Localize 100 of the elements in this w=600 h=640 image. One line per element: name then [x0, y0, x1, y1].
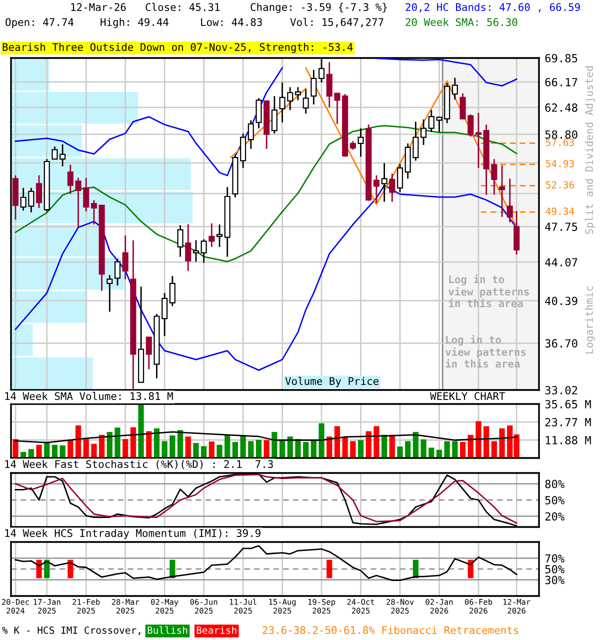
bar: [334, 426, 340, 458]
y-tick-label: 44.07: [545, 258, 578, 266]
y-tick-label: 50%: [545, 496, 564, 504]
bar: [75, 425, 82, 458]
bar: [130, 427, 136, 458]
bar: [12, 439, 18, 458]
text: Bearish: [196, 626, 236, 634]
candlestick: [381, 162, 388, 202]
bar: [146, 431, 152, 458]
legend-title: % K - HCS IMI Crossover,: [2, 626, 140, 636]
bar: [428, 448, 434, 458]
candlestick: [208, 222, 215, 248]
y-tick-label: 40.39: [545, 296, 578, 306]
candlestick: [271, 95, 278, 134]
candlestick: [192, 240, 199, 262]
ref-line-label: 57.63: [546, 138, 574, 146]
candlestick: [185, 224, 192, 272]
candlestick: [216, 224, 223, 248]
candlestick: [169, 275, 176, 307]
candlestick: [389, 172, 396, 202]
candlestick: [90, 199, 97, 226]
bar: [350, 441, 356, 458]
band-label: Log in to view patterns in this area: [448, 274, 529, 308]
candlestick: [177, 224, 184, 258]
y-tick-label: 23.77 M: [545, 418, 591, 426]
bar: [185, 436, 191, 458]
y-tick-label: 66.17: [545, 78, 578, 86]
bar: [216, 444, 222, 458]
bar: [193, 443, 199, 458]
y-tick-label: 30%: [545, 576, 564, 584]
bar: [452, 441, 458, 458]
bar: [208, 441, 214, 458]
y-axis-title: Split and Dividend Adjusted: [584, 66, 596, 234]
candlestick: [452, 77, 458, 100]
candlestick: [396, 163, 404, 193]
bar: [318, 423, 324, 458]
bar: [36, 444, 42, 458]
candlestick: [146, 336, 152, 370]
y-tick-label: 80%: [545, 480, 564, 488]
bar: [224, 435, 230, 458]
chart-title: 14 Week HCS Intraday Momentum (IMI): 39.9: [5, 528, 260, 540]
text: Open: 47.74: [6, 18, 74, 28]
bar: [476, 421, 482, 458]
y-tick-label: 50%: [545, 565, 564, 574]
bar: [201, 446, 207, 458]
candlestick: [52, 146, 58, 160]
text: Logarithmic: [584, 286, 596, 354]
bar: [374, 426, 380, 458]
text: 20,2 HC Bands: 47.60 , 66.59: [406, 2, 580, 12]
candlestick: [122, 234, 128, 280]
y-tick-label: 35.65 M: [545, 400, 591, 408]
y-tick-label: 36.70: [545, 339, 578, 348]
bar: [83, 439, 89, 458]
bar: [91, 444, 97, 458]
candlestick: [248, 120, 254, 150]
bar: [170, 435, 176, 458]
chart-title: Bearish Three Outside Down on 07-Nov-25, Strength: -53.4: [2, 42, 353, 54]
bar: [232, 442, 238, 458]
ref-line-label: 49.34: [546, 208, 574, 215]
bar: [460, 442, 466, 458]
y-tick-label: 62.48: [545, 103, 578, 112]
candlestick: [60, 144, 66, 168]
annotation: Log in to view patterns in this area: [445, 334, 526, 368]
y-tick-label: 47.75: [545, 222, 578, 231]
candlestick: [36, 174, 42, 209]
bar: [405, 441, 411, 458]
candlestick: [506, 178, 513, 224]
ref-line-label: 52.36: [546, 181, 574, 189]
bar: [499, 428, 505, 458]
bar: [342, 438, 348, 458]
bar: [484, 426, 490, 458]
y-tick-label: 70%: [545, 554, 564, 563]
ref-line-label: 54.93: [546, 160, 574, 168]
bar: [264, 440, 270, 458]
candlestick: [256, 97, 262, 130]
y-tick-label: 11.88 M: [546, 436, 591, 444]
text: 12-Mar-26: [71, 3, 126, 12]
bar: [122, 439, 128, 458]
text: High: 49.44: [100, 18, 168, 28]
text: 23.6-38.2-50-61.8% Fibonacci Retracements: [262, 626, 518, 634]
bar: [295, 439, 301, 458]
bar: [444, 441, 450, 458]
line-series: [14, 431, 518, 444]
text: Close: 45.31: [146, 2, 220, 12]
y-tick-label: 33.02: [545, 386, 578, 394]
text: WEEKLY CHART: [430, 392, 506, 400]
candlestick: [498, 164, 506, 218]
text: Change: -3.59 {-7.3 %}: [250, 2, 387, 14]
bar: [366, 431, 372, 458]
text: Vol: 15,647,277: [290, 18, 384, 28]
line-series: [14, 124, 518, 262]
bar: [154, 428, 160, 458]
candlestick: [114, 258, 121, 286]
y-tick-label: 20%: [545, 512, 564, 521]
text: Low: 44.83: [201, 18, 262, 26]
chart-title: 14 Week SMA Volume: 13.81 M: [5, 392, 173, 400]
bar: [397, 446, 403, 458]
bar: [162, 441, 168, 458]
y-tick-label: 69.85: [545, 54, 578, 62]
candlestick: [106, 274, 113, 312]
